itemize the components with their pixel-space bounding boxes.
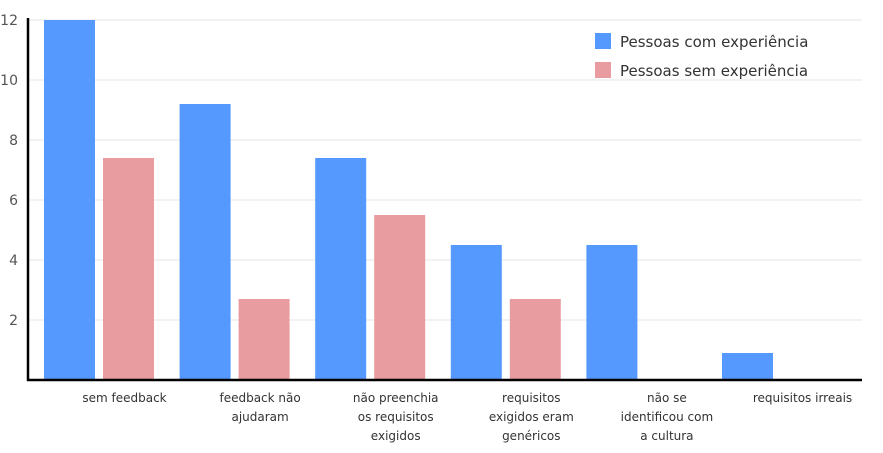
- x-category-label: sem feedback: [82, 391, 166, 405]
- bar-sem-experiencia: [374, 215, 426, 380]
- bar-com-experiencia: [450, 245, 502, 380]
- legend-swatch: [595, 62, 611, 78]
- y-tick-label: 4: [9, 253, 18, 269]
- bar-com-experiencia: [586, 245, 638, 380]
- grid-lines: [28, 19, 862, 321]
- y-tick-label: 8: [9, 133, 18, 149]
- y-tick-label: 2: [9, 313, 18, 329]
- legend-label: Pessoas com experiência: [620, 33, 808, 51]
- bar-sem-experiencia: [238, 299, 290, 380]
- bar-sem-experiencia: [509, 299, 561, 380]
- x-category-label: requisitos irreais: [753, 391, 852, 405]
- bar-com-experiencia: [315, 158, 367, 380]
- x-axis-categories: sem feedback feedback não ajudaram não pree…: [82, 391, 852, 443]
- x-category-label: feedback não ajudaram: [219, 391, 300, 424]
- legend-swatch: [595, 33, 611, 49]
- x-category-label: não preenchia os requisitos exigidos: [353, 391, 439, 443]
- y-axis-ticks: 2 4 6 8 10 12: [0, 13, 18, 329]
- y-tick-label: 12: [0, 13, 18, 29]
- legend-label: Pessoas sem experiência: [620, 62, 808, 80]
- legend: Pessoas com experiência Pessoas sem exper…: [595, 33, 808, 80]
- y-tick-label: 6: [9, 193, 18, 209]
- bar-com-experiencia: [722, 353, 773, 380]
- bar-sem-experiencia: [103, 158, 154, 380]
- bar-com-experiencia: [44, 20, 95, 380]
- x-category-label: não se identificou com a cultura: [621, 391, 714, 443]
- y-tick-label: 10: [0, 73, 18, 89]
- bar-com-experiencia: [179, 104, 231, 380]
- bars: [44, 20, 773, 380]
- x-category-label: requisitos exigidos eram genéricos: [489, 391, 574, 443]
